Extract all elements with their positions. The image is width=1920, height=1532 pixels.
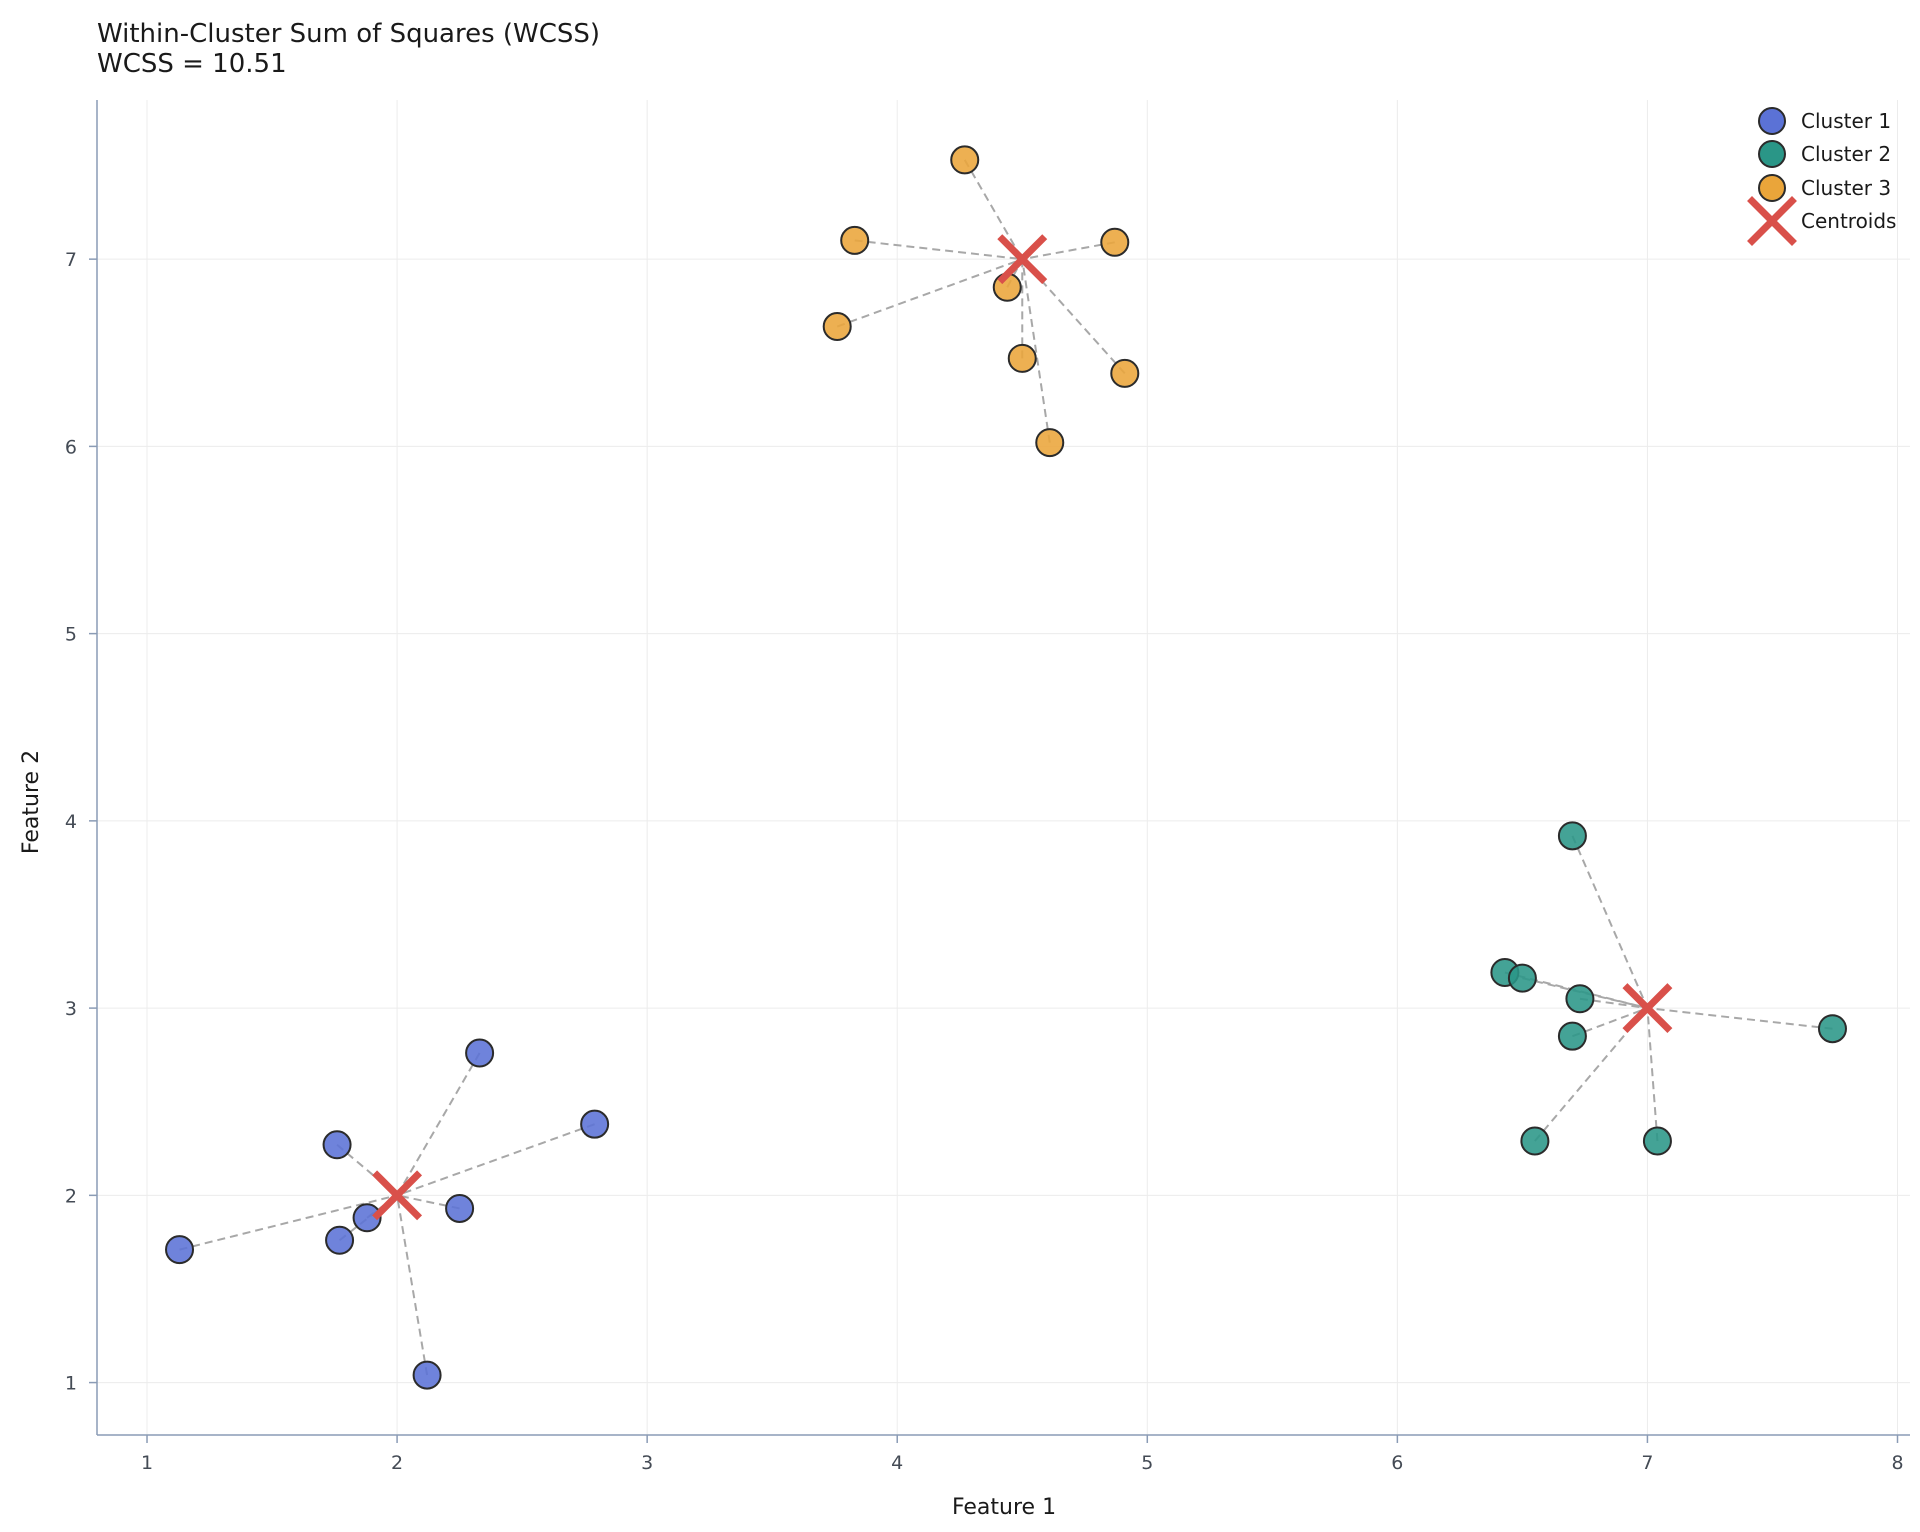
x-tick-label-8: 8 [1891,1452,1903,1474]
point-cluster-1-5 [412,1360,442,1390]
connector-cluster-2-point-7 [1646,1008,1659,1142]
x-tick-label-2: 2 [391,1452,403,1474]
point-cluster-2-3 [1520,1126,1550,1156]
point-cluster-1-8 [580,1109,610,1139]
legend: Cluster 1 Cluster 2 Cluster 3 Centroids [1747,107,1896,246]
chart-title: Within-Cluster Sum of Squares (WCSS) [97,19,600,49]
legend-label-centroids: Centroids [1801,209,1896,233]
x-axis-label: Feature 1 [952,1495,1056,1520]
y-tick-label-6: 6 [65,436,77,458]
point-cluster-2-5 [1557,1021,1587,1051]
point-cluster-2-8 [1817,1014,1847,1044]
point-cluster-1-3 [325,1225,355,1255]
y-tick-label-2: 2 [65,1185,77,1207]
point-cluster-3-6 [1035,428,1065,458]
connector-cluster-3-point-7 [1022,241,1115,261]
legend-marker-centroids [1747,196,1797,246]
chart-subtitle: WCSS = 10.51 [97,49,287,79]
y-tick-label-4: 4 [65,811,77,833]
connector-cluster-1-point-7 [396,1052,481,1196]
legend-marker-cluster-1 [1758,107,1786,135]
connector-cluster-3-point-1 [836,258,1023,328]
point-cluster-3-8 [1110,358,1140,388]
connector-cluster-1-point-1 [179,1194,398,1251]
x-tick-label-5: 5 [1141,1452,1153,1474]
point-cluster-1-1 [165,1235,195,1265]
centroid-marker-2 [1622,983,1673,1034]
connector-cluster-3-point-3 [963,159,1024,260]
y-tick-label-1: 1 [65,1373,77,1395]
x-tick-label-1: 1 [141,1452,153,1474]
y-axis-label: Feature 2 [19,750,44,854]
grid [97,100,1910,1435]
legend-label-cluster-1: Cluster 1 [1801,109,1891,133]
x-tick-label-4: 4 [891,1452,903,1474]
axes: 1 2 3 4 5 6 7 8 1 2 3 4 5 6 7 [65,100,1910,1474]
connector-cluster-2-point-2 [1522,977,1648,1010]
connector-cluster-3-point-2 [854,239,1023,261]
legend-marker-cluster-2 [1758,140,1786,168]
connector-cluster-2-point-6 [1579,997,1648,1010]
data-points [165,145,1847,1390]
point-cluster-3-3 [950,145,980,175]
centroid-connectors [179,159,1833,1376]
x-tick-label-3: 3 [641,1452,653,1474]
connector-cluster-2-point-8 [1647,1007,1833,1030]
centroid-marker-3 [997,234,1048,285]
connector-cluster-2-point-4 [1571,835,1649,1009]
x-tick-label-6: 6 [1391,1452,1403,1474]
point-cluster-2-7 [1642,1126,1672,1156]
legend-marker-cluster-3 [1758,174,1786,202]
point-cluster-2-6 [1565,984,1595,1014]
connector-cluster-1-point-8 [396,1123,595,1197]
legend-label-cluster-3: Cluster 3 [1801,176,1891,200]
legend-label-cluster-2: Cluster 2 [1801,142,1891,166]
y-tick-label-7: 7 [65,249,77,271]
point-cluster-3-7 [1100,227,1130,257]
point-cluster-3-2 [840,225,870,255]
point-cluster-3-1 [822,312,852,342]
point-cluster-1-7 [465,1038,495,1068]
point-cluster-2-2 [1507,963,1537,993]
centroid-markers [372,234,1673,1221]
connector-cluster-1-point-6 [396,1194,460,1210]
y-tick-label-5: 5 [65,624,77,646]
point-cluster-3-5 [1007,343,1037,373]
connector-cluster-3-point-6 [1021,259,1051,443]
x-tick-label-7: 7 [1641,1452,1653,1474]
point-cluster-1-6 [445,1193,475,1223]
point-cluster-1-2 [322,1130,352,1160]
connector-cluster-1-point-5 [396,1195,429,1376]
point-cluster-1-4 [352,1203,382,1233]
y-tick-label-3: 3 [65,998,77,1020]
point-cluster-2-4 [1557,821,1587,851]
centroid-marker-1 [372,1170,423,1221]
